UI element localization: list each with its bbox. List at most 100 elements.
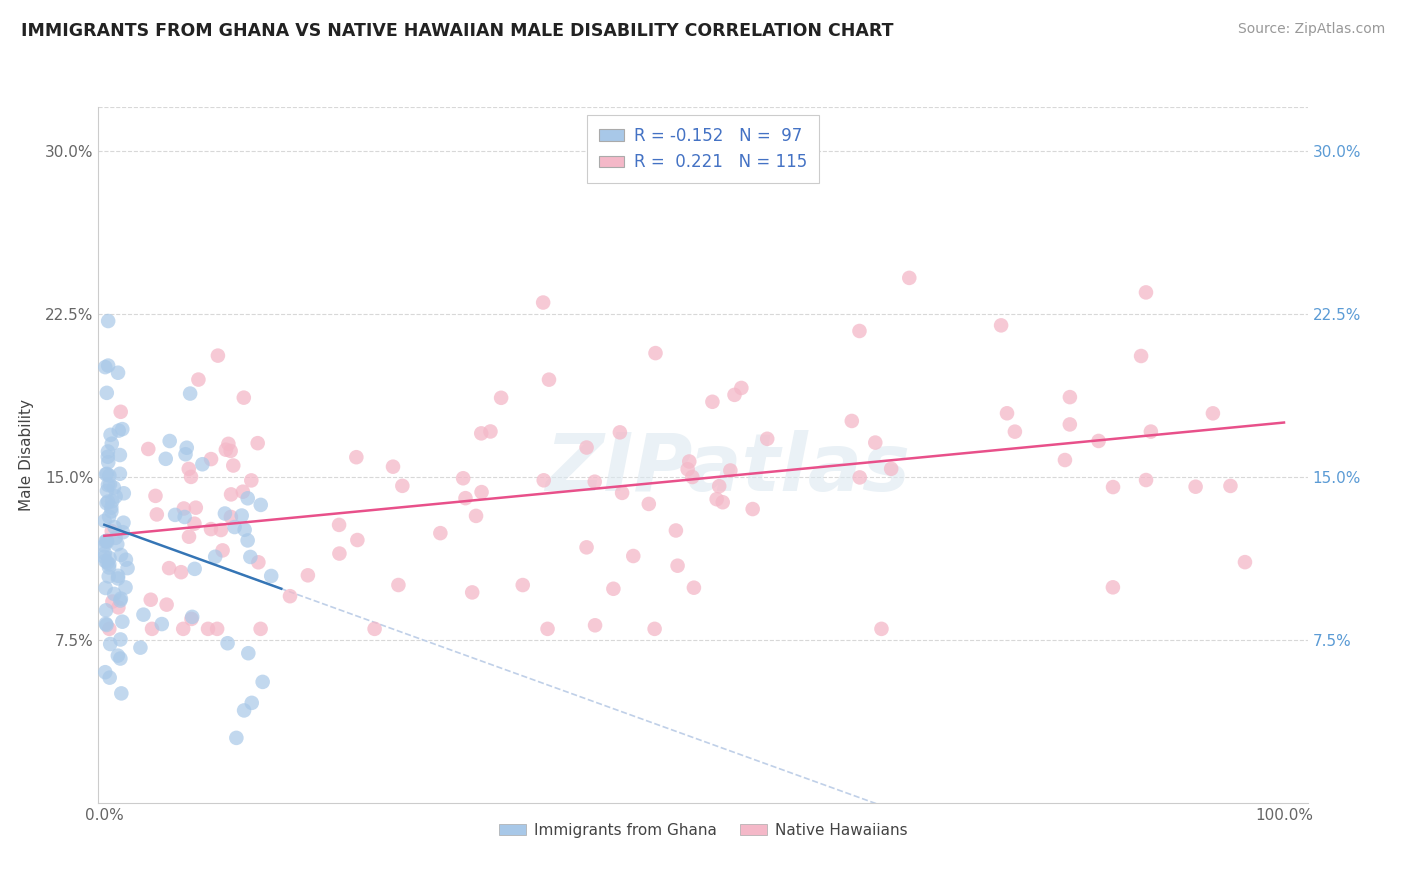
- Point: [110, 591, 132, 606]
- Point: [602, 582, 624, 596]
- Point: [97, 444, 120, 458]
- Point: [97, 569, 120, 583]
- Point: [219, 487, 242, 501]
- Point: [583, 618, 606, 632]
- Point: [107, 366, 129, 380]
- Point: [101, 494, 124, 508]
- Point: [215, 442, 238, 457]
- Point: [94, 665, 117, 680]
- Point: [681, 470, 703, 484]
- Point: [533, 473, 555, 487]
- Point: [723, 388, 745, 402]
- Point: [1184, 480, 1206, 494]
- Point: [170, 565, 193, 579]
- Point: [479, 425, 502, 439]
- Point: [537, 373, 560, 387]
- Point: [108, 448, 131, 462]
- Point: [136, 442, 159, 456]
- Point: [848, 470, 870, 484]
- Point: [94, 581, 117, 595]
- Point: [101, 594, 124, 608]
- Point: [107, 648, 129, 663]
- Text: ZIPatlas: ZIPatlas: [544, 430, 910, 508]
- Point: [107, 572, 129, 586]
- Point: [1053, 453, 1076, 467]
- Point: [990, 318, 1012, 333]
- Point: [94, 534, 117, 549]
- Point: [180, 470, 202, 484]
- Point: [239, 549, 262, 564]
- Point: [129, 640, 152, 655]
- Point: [465, 508, 488, 523]
- Point: [328, 547, 350, 561]
- Point: [1102, 480, 1125, 494]
- Point: [110, 651, 132, 665]
- Point: [96, 534, 118, 549]
- Text: IMMIGRANTS FROM GHANA VS NATIVE HAWAIIAN MALE DISABILITY CORRELATION CHART: IMMIGRANTS FROM GHANA VS NATIVE HAWAIIAN…: [21, 22, 894, 40]
- Point: [841, 414, 863, 428]
- Point: [200, 452, 222, 467]
- Point: [96, 496, 118, 510]
- Point: [470, 426, 492, 441]
- Point: [249, 498, 271, 512]
- Point: [173, 501, 195, 516]
- Point: [112, 516, 135, 530]
- Point: [637, 497, 659, 511]
- Point: [141, 622, 163, 636]
- Point: [219, 510, 242, 524]
- Point: [718, 463, 741, 477]
- Point: [191, 457, 214, 471]
- Point: [575, 441, 598, 455]
- Point: [100, 504, 122, 518]
- Point: [146, 508, 169, 522]
- Point: [108, 467, 131, 481]
- Point: [683, 581, 706, 595]
- Point: [150, 617, 173, 632]
- Point: [236, 491, 259, 506]
- Point: [429, 526, 451, 541]
- Point: [93, 514, 115, 528]
- Point: [172, 622, 194, 636]
- Y-axis label: Male Disability: Male Disability: [18, 399, 34, 511]
- Point: [382, 459, 405, 474]
- Point: [247, 555, 270, 569]
- Point: [297, 568, 319, 582]
- Point: [454, 491, 477, 505]
- Point: [706, 492, 728, 507]
- Point: [225, 731, 247, 745]
- Point: [224, 520, 246, 534]
- Point: [1233, 555, 1256, 569]
- Point: [110, 548, 132, 562]
- Point: [512, 578, 534, 592]
- Point: [644, 346, 666, 360]
- Point: [98, 622, 121, 636]
- Point: [103, 481, 125, 495]
- Point: [583, 475, 606, 489]
- Point: [232, 391, 254, 405]
- Point: [93, 546, 115, 560]
- Point: [249, 622, 271, 636]
- Point: [183, 562, 205, 576]
- Point: [114, 581, 136, 595]
- Point: [100, 436, 122, 450]
- Point: [207, 349, 229, 363]
- Point: [96, 556, 118, 570]
- Point: [711, 495, 734, 509]
- Point: [666, 558, 689, 573]
- Point: [219, 444, 242, 458]
- Point: [197, 622, 219, 636]
- Point: [96, 385, 118, 400]
- Point: [489, 391, 512, 405]
- Point: [107, 424, 129, 438]
- Point: [177, 530, 200, 544]
- Point: [100, 500, 122, 515]
- Point: [232, 484, 254, 499]
- Point: [165, 508, 187, 522]
- Point: [278, 589, 301, 603]
- Legend: Immigrants from Ghana, Native Hawaiians: Immigrants from Ghana, Native Hawaiians: [492, 817, 914, 844]
- Point: [111, 525, 134, 540]
- Point: [93, 539, 115, 553]
- Point: [236, 533, 259, 548]
- Point: [107, 600, 129, 615]
- Point: [110, 593, 132, 607]
